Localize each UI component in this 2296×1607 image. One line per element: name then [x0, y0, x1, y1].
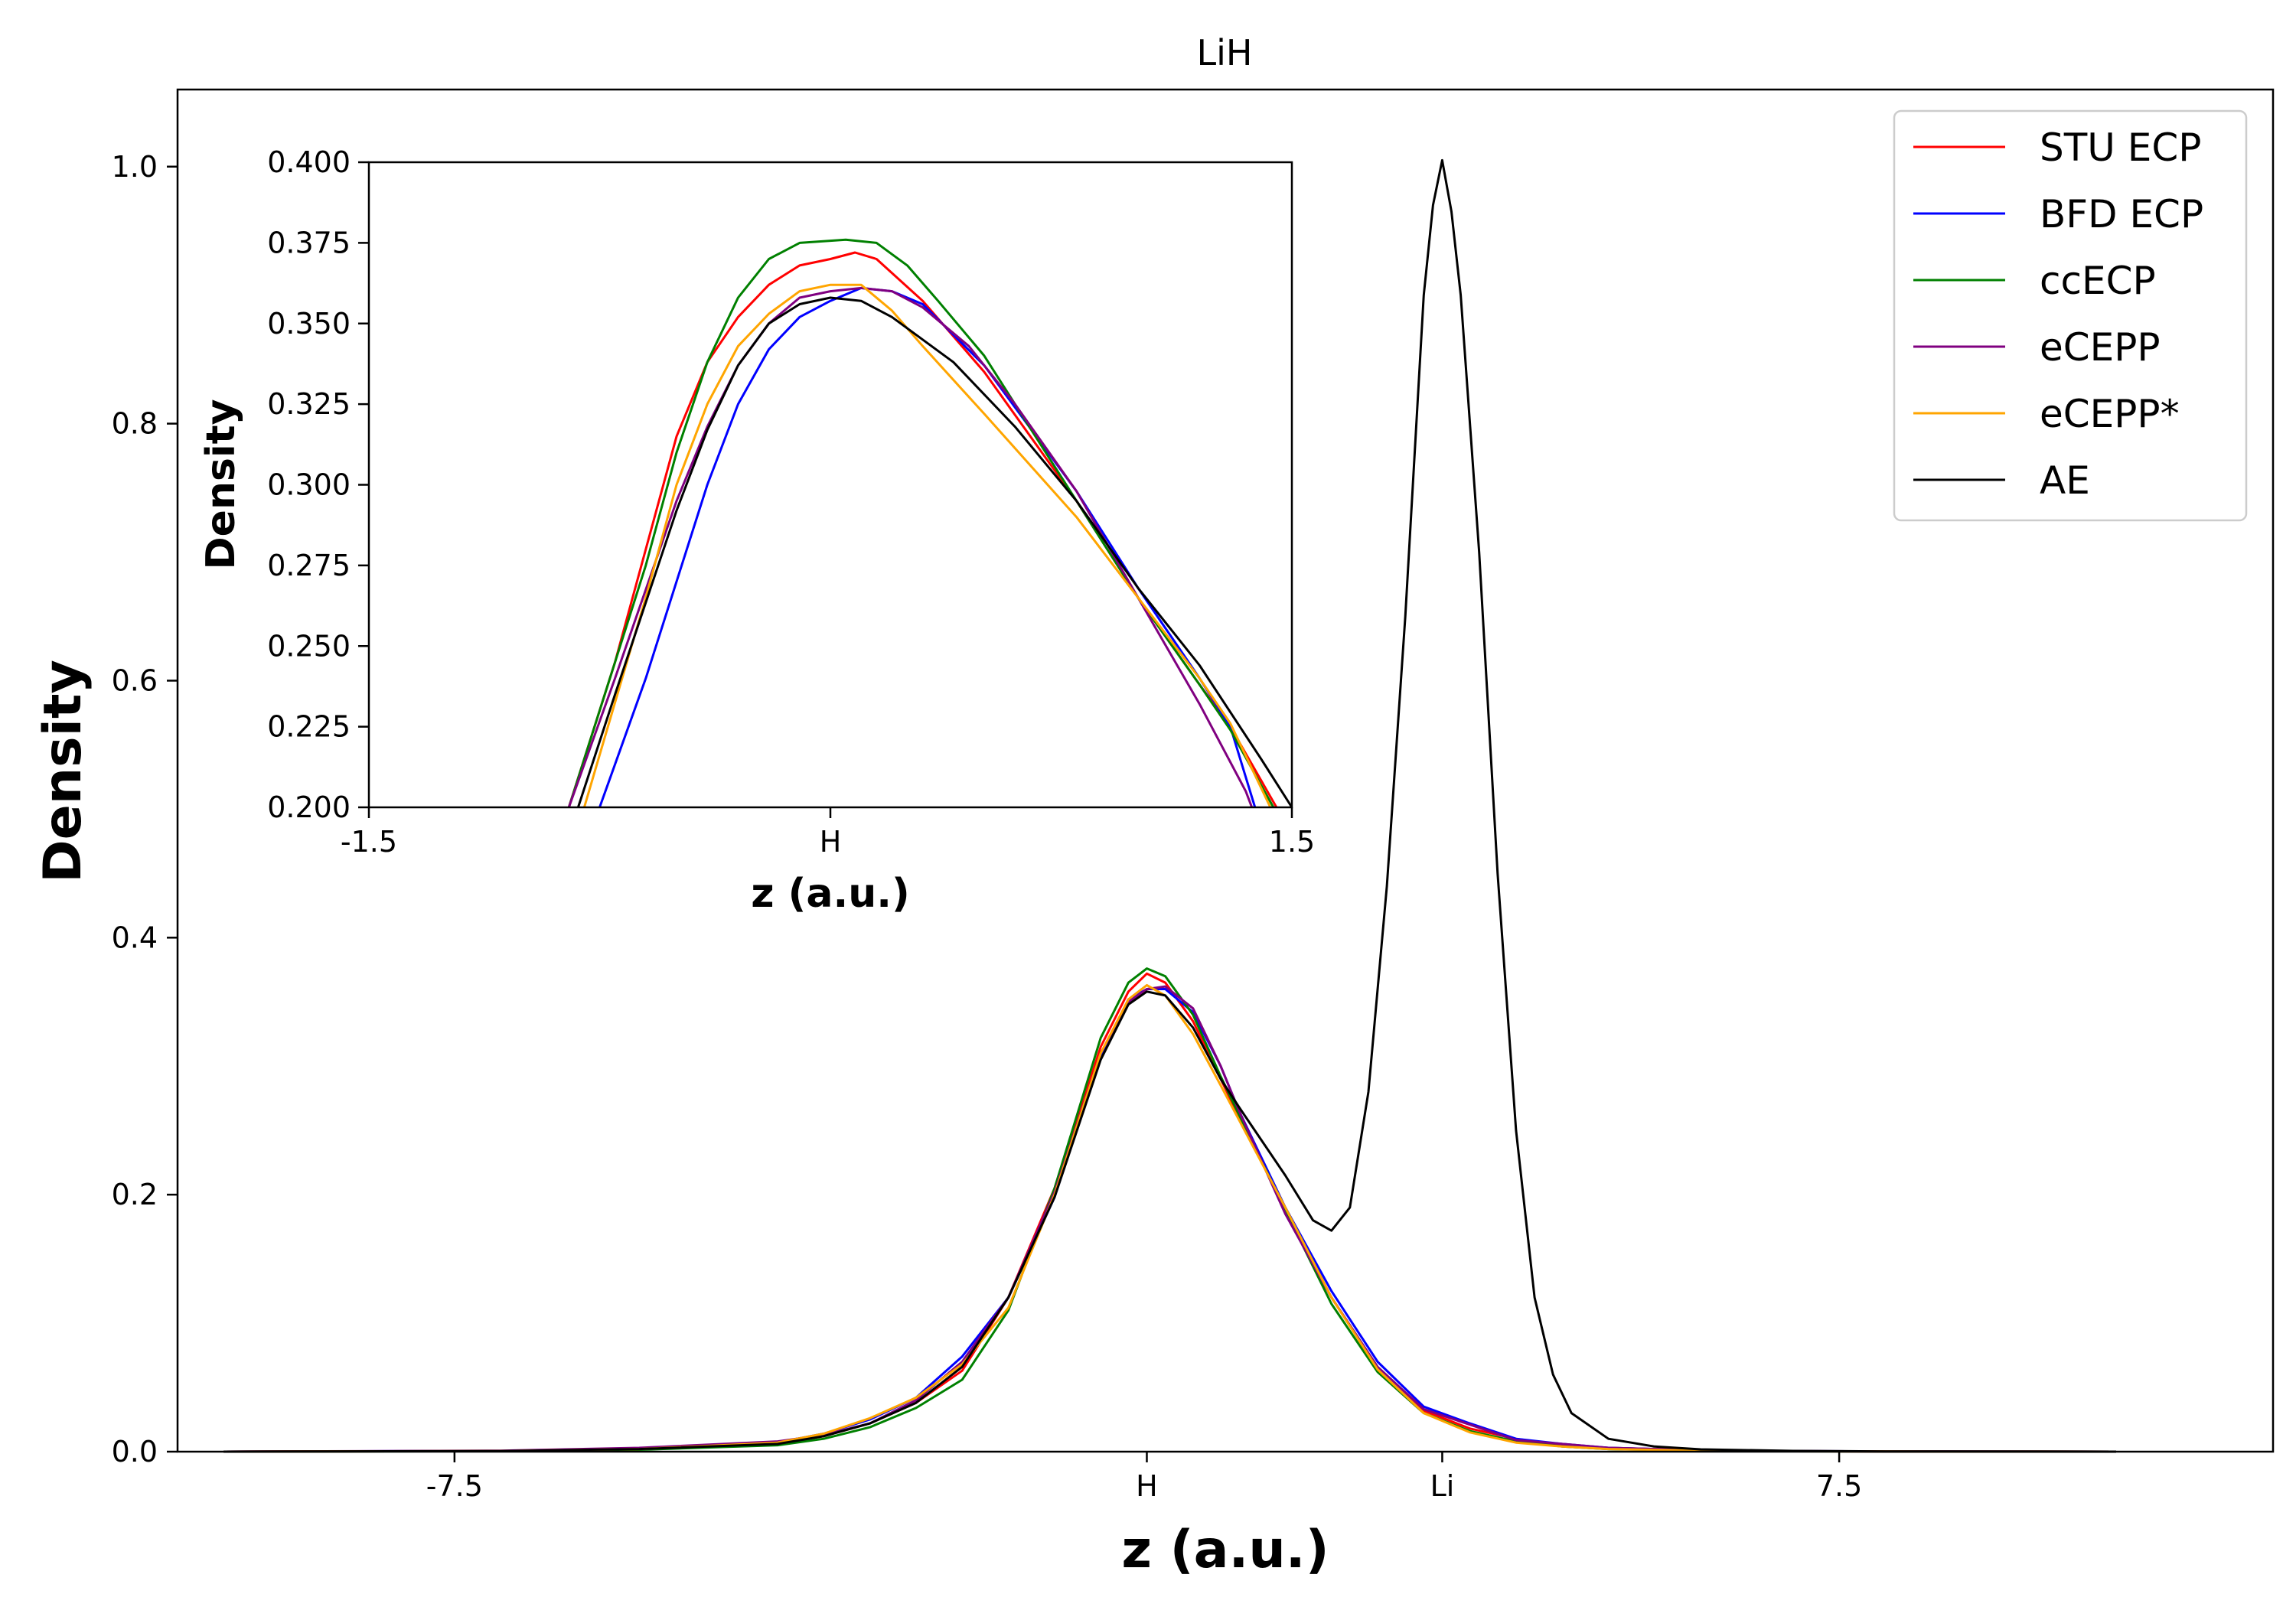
- x-tick-label: 7.5: [1816, 1469, 1862, 1503]
- legend-label-bfd-ecp: BFD ECP: [2040, 192, 2203, 236]
- inset-y-tick-label: 0.325: [267, 387, 351, 421]
- legend-label-ccecp: ccECP: [2040, 259, 2156, 303]
- inset-y-tick-label: 0.275: [267, 549, 351, 582]
- inset-y-tick-label: 0.250: [267, 629, 351, 663]
- chart-title: LiH: [1197, 32, 1253, 73]
- y-tick-label: 1.0: [112, 150, 158, 184]
- inset-y-tick-label: 0.200: [267, 790, 351, 824]
- x-tick-label: -7.5: [426, 1469, 483, 1503]
- main-y-axis-label: Density: [33, 660, 93, 883]
- inset-y-tick-label: 0.400: [267, 145, 351, 179]
- inset-x-axis-label: z (a.u.): [751, 871, 910, 917]
- inset-y-tick-label: 0.375: [267, 226, 351, 259]
- y-tick-label: 0.8: [112, 407, 158, 441]
- legend-label-ecepp: eCEPP: [2040, 325, 2161, 370]
- inset-plot: -1.5 H 1.5 0.2000.2250.2500.2750.3000.3250…: [198, 145, 1315, 917]
- legend: STU ECP BFD ECP ccECP eCEPP eCEPP* AE: [1893, 109, 2248, 522]
- main-x-ticks: -7.5 H Li 7.5: [426, 1452, 1862, 1503]
- inset-y-tick-label: 0.350: [267, 307, 351, 341]
- legend-label-ae: AE: [2040, 458, 2090, 503]
- main-plot: -7.5 H Li 7.5 0.0 0.2 0.4 0.6 0.8 1.0 z (a.u.) D…: [33, 88, 2275, 1580]
- inset-series-line-ecepp: [582, 283, 1272, 808]
- y-tick-label: 0.4: [112, 921, 158, 954]
- x-tick-label: H: [1136, 1469, 1158, 1503]
- inset-x-ticks: -1.5 H 1.5: [341, 807, 1315, 859]
- y-tick-label: 0.6: [112, 663, 158, 697]
- series-line-ecepp: [223, 983, 2117, 1453]
- inset-y-ticks: 0.200 0.225 0.250 0.275 0.300 0.325 0.350 0.375…: [267, 145, 369, 824]
- inset-series-line-ae: [576, 296, 1293, 808]
- y-tick-label: 0.2: [112, 1178, 158, 1211]
- inset-x-tick-label: H: [820, 825, 842, 859]
- inset-y-axis-label: Density: [198, 399, 244, 570]
- legend-entries: STU ECP BFD ECP ccECP eCEPP eCEPP* AE: [1913, 125, 2203, 503]
- main-x-axis-label: z (a.u.): [1121, 1520, 1329, 1580]
- inset-series-line-ecepp: [567, 286, 1254, 808]
- legend-label-stu-ecp: STU ECP: [2040, 125, 2201, 170]
- main-plot-frame: [176, 88, 2275, 1453]
- inset-y-tick-label: 0.225: [267, 710, 351, 744]
- legend-label-ecepp: eCEPP*: [2040, 392, 2180, 436]
- y-tick-label: 0.0: [112, 1435, 158, 1468]
- inset-series-group: [567, 238, 1293, 808]
- inset-background: [369, 162, 1292, 807]
- inset-x-tick-label: 1.5: [1269, 825, 1315, 859]
- main-series-group: [223, 158, 2117, 1453]
- inset-x-tick-label: -1.5: [341, 825, 397, 859]
- x-tick-label: Li: [1430, 1469, 1455, 1503]
- series-line-ae: [223, 158, 2117, 1453]
- main-y-ticks: 0.0 0.2 0.4 0.6 0.8 1.0: [112, 150, 178, 1468]
- inset-y-tick-label: 0.300: [267, 468, 351, 502]
